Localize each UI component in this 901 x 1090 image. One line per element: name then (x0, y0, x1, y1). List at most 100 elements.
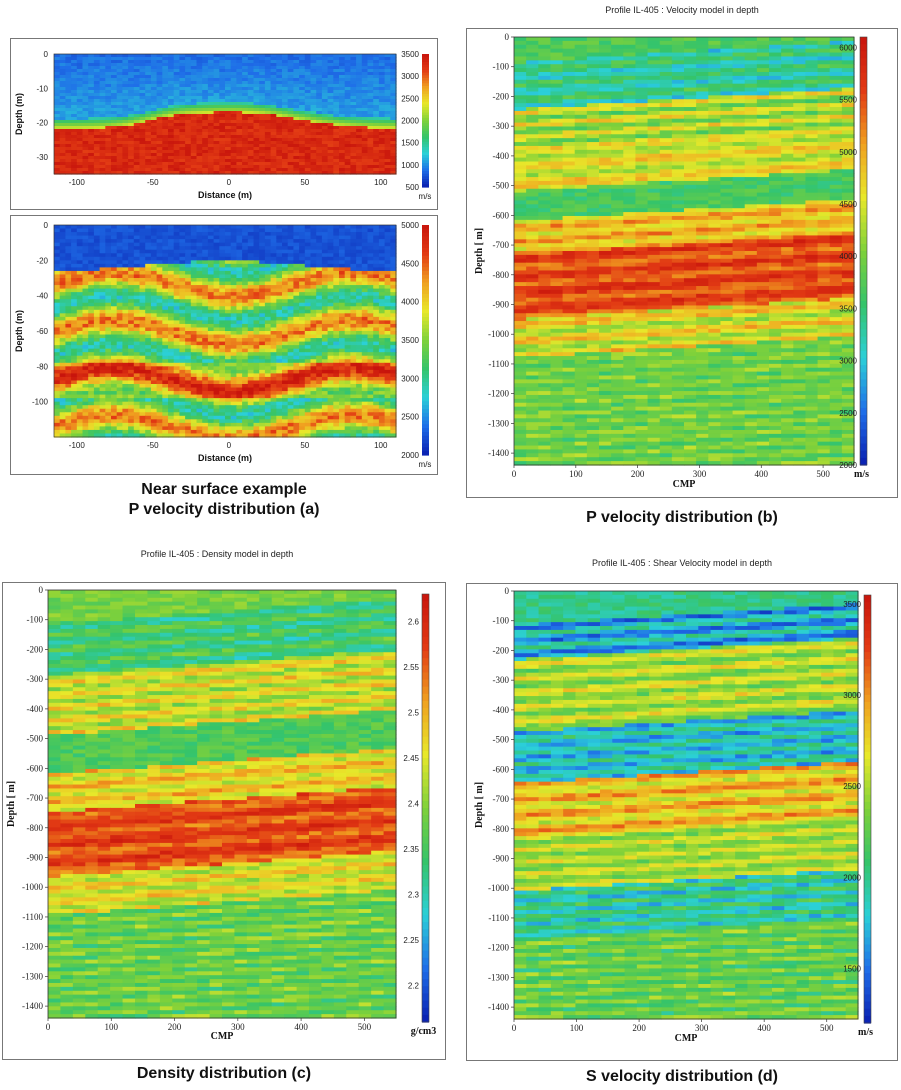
section-cell (310, 253, 317, 258)
section-cell (287, 126, 294, 130)
section-cell (99, 69, 106, 73)
section-cell (225, 302, 232, 307)
section-cell (185, 99, 192, 103)
section-cell (71, 299, 78, 304)
section-cell (196, 132, 203, 136)
section-cell (71, 345, 78, 350)
section-cell (327, 295, 334, 300)
section-cell (293, 270, 300, 276)
section-cell (225, 57, 232, 61)
section-cell (82, 57, 89, 61)
section-cell (185, 111, 192, 115)
section-cell (350, 295, 357, 300)
section-cell (270, 302, 277, 307)
section-cell (247, 256, 255, 261)
section-cell (247, 153, 255, 157)
section-cell (105, 362, 112, 367)
section-cell (162, 242, 169, 247)
section-cell (133, 102, 141, 106)
section-cell (105, 338, 112, 343)
section-cell (190, 78, 198, 82)
section-cell (321, 54, 329, 58)
section-cell (356, 135, 363, 139)
section-cell (299, 292, 306, 297)
section-cell (156, 81, 163, 85)
colorbar-segment (422, 54, 429, 58)
section-cell (93, 309, 101, 314)
section-cell (361, 141, 369, 145)
section-cell (168, 235, 175, 240)
section-cell (207, 75, 215, 79)
section-cell (99, 366, 106, 371)
section-cell (264, 260, 272, 265)
section-cell (82, 228, 89, 233)
section-cell (128, 341, 135, 346)
section-cell (287, 123, 294, 127)
section-cell (282, 327, 289, 332)
section-cell (122, 292, 129, 297)
colorbar-segment (422, 61, 429, 66)
section-cell (145, 355, 152, 360)
section-cell (310, 141, 317, 145)
section-cell (65, 274, 72, 279)
section-cell (202, 150, 209, 154)
section-cell (93, 327, 101, 332)
section-cell (105, 281, 112, 286)
section-cell (59, 295, 66, 300)
section-cell (156, 132, 163, 136)
section-cell (82, 87, 89, 91)
section-cell (59, 246, 66, 251)
section-cell (236, 138, 243, 142)
section-cell (168, 60, 175, 64)
section-cell (213, 132, 220, 136)
section-cell (299, 348, 306, 353)
section-cell (253, 57, 260, 61)
section-cell (242, 362, 249, 367)
section-cell (150, 352, 158, 357)
section-cell (236, 338, 243, 343)
section-cell (264, 54, 272, 58)
section-cell (225, 168, 232, 172)
section-cell (259, 281, 266, 286)
section-cell (321, 93, 329, 97)
section-cell (145, 90, 152, 94)
section-cell (145, 111, 152, 115)
section-cell (219, 114, 226, 118)
section-cell (390, 274, 397, 279)
section-cell (247, 338, 255, 343)
section-cell (213, 150, 220, 154)
section-cell (162, 348, 169, 353)
section-cell (264, 63, 272, 67)
section-cell (128, 359, 135, 364)
section-cell (213, 320, 220, 325)
section-cell (350, 249, 357, 254)
section-cell (111, 153, 118, 157)
section-cell (179, 102, 186, 106)
section-cell (378, 126, 386, 130)
section-cell (253, 96, 260, 100)
section-cell (207, 267, 215, 272)
section-cell (65, 102, 72, 106)
section-cell (122, 299, 129, 304)
section-cell (76, 274, 84, 279)
section-cell (344, 126, 351, 130)
section-cell (287, 66, 294, 70)
section-cell (282, 366, 289, 371)
section-cell (236, 105, 243, 109)
section-cell (88, 135, 95, 139)
section-cell (333, 162, 340, 166)
section-cell (264, 132, 272, 136)
section-cell (150, 362, 158, 367)
section-cell (168, 135, 175, 139)
section-cell (333, 352, 340, 357)
section-cell (168, 249, 175, 254)
section-cell (230, 87, 237, 91)
section-cell (361, 285, 369, 290)
section-cell (122, 253, 129, 258)
section-cell (270, 362, 277, 367)
section-cell (327, 267, 334, 272)
section-cell (59, 111, 66, 115)
section-cell (230, 306, 237, 311)
section-cell (390, 242, 397, 247)
section-cell (105, 114, 112, 118)
